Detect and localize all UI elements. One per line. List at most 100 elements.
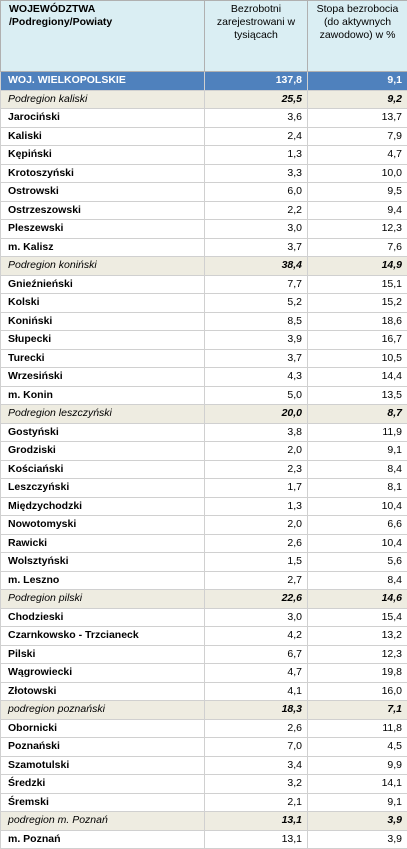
region-name-cell: Wrzesiński — [1, 368, 205, 387]
unemployed-cell: 3,3 — [205, 164, 308, 183]
unemployed-cell: 7,7 — [205, 275, 308, 294]
region-name-cell: Gnieźnieński — [1, 275, 205, 294]
unemployed-cell: 20,0 — [205, 405, 308, 424]
region-name-cell: Złotowski — [1, 682, 205, 701]
unemployed-cell: 2,1 — [205, 793, 308, 812]
unemployed-cell: 7,0 — [205, 738, 308, 757]
rate-cell: 16,0 — [308, 682, 407, 701]
rate-cell: 14,9 — [308, 257, 407, 276]
region-name-cell: Rawicki — [1, 534, 205, 553]
unemployed-cell: 2,6 — [205, 534, 308, 553]
region-name-cell: Podregion kaliski — [1, 90, 205, 109]
unemployed-cell: 3,9 — [205, 331, 308, 350]
rate-cell: 8,4 — [308, 460, 407, 479]
region-name-cell: Śremski — [1, 793, 205, 812]
region-name-cell: Kościański — [1, 460, 205, 479]
rate-cell: 9,5 — [308, 183, 407, 202]
unemployed-cell: 4,3 — [205, 368, 308, 387]
unemployed-cell: 137,8 — [205, 72, 308, 91]
unemployed-cell: 2,2 — [205, 201, 308, 220]
region-name-cell: Grodziski — [1, 442, 205, 461]
region-name-cell: m. Leszno — [1, 571, 205, 590]
region-name-cell: podregion m. Poznań — [1, 812, 205, 831]
region-name-cell: Leszczyński — [1, 479, 205, 498]
region-name-cell: Podregion pilski — [1, 590, 205, 609]
region-name-cell: m. Konin — [1, 386, 205, 405]
rate-cell: 5,6 — [308, 553, 407, 572]
region-name-cell: Nowotomyski — [1, 516, 205, 535]
unemployed-cell: 3,6 — [205, 109, 308, 128]
rate-cell: 11,9 — [308, 423, 407, 442]
unemployed-cell: 1,5 — [205, 553, 308, 572]
region-name-cell: Szamotulski — [1, 756, 205, 775]
rate-cell: 13,7 — [308, 109, 407, 128]
unemployed-cell: 2,3 — [205, 460, 308, 479]
region-name-cell: Słupecki — [1, 331, 205, 350]
table-header: WOJEWÓDZTWA /Podregiony/Powiaty Bezrobot… — [1, 1, 407, 72]
rate-cell: 14,4 — [308, 368, 407, 387]
unemployed-cell: 18,3 — [205, 701, 308, 720]
rate-cell: 9,4 — [308, 201, 407, 220]
region-name-cell: Poznański — [1, 738, 205, 757]
rate-cell: 4,5 — [308, 738, 407, 757]
region-name-cell: podregion poznański — [1, 701, 205, 720]
region-name-cell: Ostrowski — [1, 183, 205, 202]
unemployed-cell: 3,7 — [205, 238, 308, 257]
rate-cell: 3,9 — [308, 812, 407, 831]
unemployed-cell: 3,7 — [205, 349, 308, 368]
rate-cell: 13,2 — [308, 627, 407, 646]
region-name-cell: Wolsztyński — [1, 553, 205, 572]
rate-cell: 8,1 — [308, 479, 407, 498]
rate-cell: 9,1 — [308, 793, 407, 812]
region-name-cell: Podregion koniński — [1, 257, 205, 276]
unemployed-cell: 3,8 — [205, 423, 308, 442]
region-name-cell: Pilski — [1, 645, 205, 664]
region-name-cell: Krotoszyński — [1, 164, 205, 183]
region-name-cell: Kolski — [1, 294, 205, 313]
rate-cell: 16,7 — [308, 331, 407, 350]
unemployed-cell: 2,4 — [205, 127, 308, 146]
unemployed-cell: 2,7 — [205, 571, 308, 590]
region-name-cell: Koniński — [1, 312, 205, 331]
unemployed-cell: 2,0 — [205, 516, 308, 535]
unemployed-cell: 2,0 — [205, 442, 308, 461]
unemployed-cell: 6,7 — [205, 645, 308, 664]
region-name-cell: Obornicki — [1, 719, 205, 738]
unemployed-cell: 4,2 — [205, 627, 308, 646]
rate-cell: 8,4 — [308, 571, 407, 590]
rate-cell: 9,1 — [308, 72, 407, 91]
rate-cell: 12,3 — [308, 645, 407, 664]
unemployed-cell: 13,1 — [205, 812, 308, 831]
rate-cell: 9,9 — [308, 756, 407, 775]
rate-cell: 12,3 — [308, 220, 407, 239]
region-name-cell: Średzki — [1, 775, 205, 794]
unemployed-cell: 8,5 — [205, 312, 308, 331]
region-name-cell: Turecki — [1, 349, 205, 368]
unemployed-cell: 1,3 — [205, 497, 308, 516]
unemployed-cell: 1,7 — [205, 479, 308, 498]
unemployed-cell: 2,6 — [205, 719, 308, 738]
rate-cell: 7,9 — [308, 127, 407, 146]
